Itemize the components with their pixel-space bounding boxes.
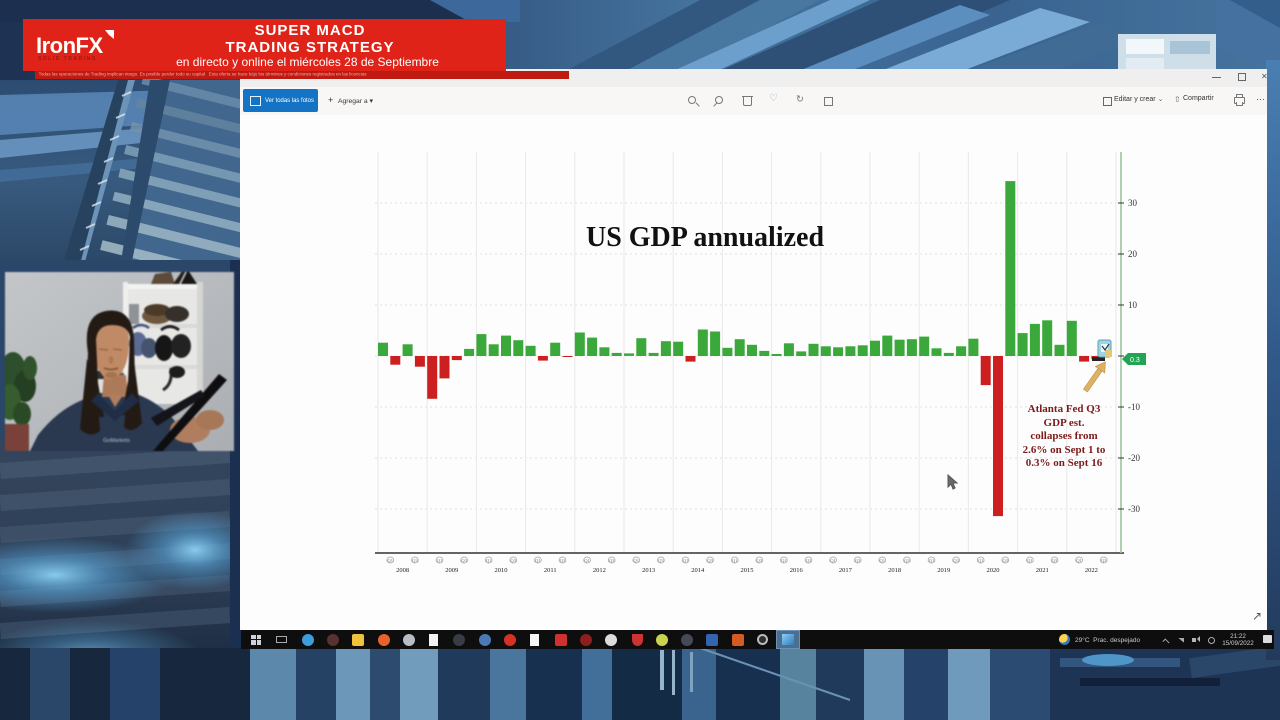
svg-text:Q3: Q3 bbox=[953, 558, 959, 563]
svg-text:Q1: Q1 bbox=[781, 558, 787, 563]
svg-text:Q1: Q1 bbox=[1076, 558, 1082, 563]
svg-text:GoMarkets: GoMarkets bbox=[103, 438, 130, 444]
svg-text:0.3: 0.3 bbox=[1130, 357, 1140, 364]
svg-text:Q1: Q1 bbox=[584, 558, 590, 563]
svg-text:2008: 2008 bbox=[396, 567, 409, 574]
svg-text:Q3: Q3 bbox=[560, 558, 566, 563]
svg-text:Q3: Q3 bbox=[609, 558, 615, 563]
svg-text:0.3% on Sept 16: 0.3% on Sept 16 bbox=[1026, 457, 1103, 469]
svg-text:10: 10 bbox=[1128, 300, 1138, 310]
svg-text:2019: 2019 bbox=[937, 567, 950, 574]
svg-text:Q1: Q1 bbox=[732, 558, 738, 563]
svg-text:2010: 2010 bbox=[495, 567, 508, 574]
svg-text:30: 30 bbox=[1128, 198, 1138, 208]
svg-text:2012: 2012 bbox=[593, 567, 606, 574]
svg-text:Q1: Q1 bbox=[978, 558, 984, 563]
svg-text:collapses from: collapses from bbox=[1030, 430, 1097, 442]
svg-text:Q1: Q1 bbox=[634, 558, 640, 563]
svg-text:Q3: Q3 bbox=[461, 558, 467, 563]
svg-text:GDP est.: GDP est. bbox=[1044, 417, 1085, 429]
svg-text:Q1: Q1 bbox=[535, 558, 541, 563]
svg-text:Q3: Q3 bbox=[1101, 558, 1107, 563]
svg-text:Q3: Q3 bbox=[511, 558, 517, 563]
svg-text:2017: 2017 bbox=[839, 567, 853, 574]
svg-text:2.6% on Sept 1 to: 2.6% on Sept 1 to bbox=[1023, 444, 1106, 456]
svg-text:Q1: Q1 bbox=[1027, 558, 1033, 563]
svg-text:Q1: Q1 bbox=[683, 558, 689, 563]
svg-text:Q3: Q3 bbox=[1052, 558, 1058, 563]
svg-text:Q3: Q3 bbox=[658, 558, 664, 563]
svg-text:Q1: Q1 bbox=[830, 558, 836, 563]
svg-text:2009: 2009 bbox=[445, 567, 458, 574]
svg-text:2016: 2016 bbox=[790, 567, 804, 574]
svg-text:Q1: Q1 bbox=[437, 558, 443, 563]
svg-text:20: 20 bbox=[1128, 249, 1138, 259]
svg-text:2011: 2011 bbox=[544, 567, 557, 574]
svg-text:Q3: Q3 bbox=[412, 558, 418, 563]
svg-text:2020: 2020 bbox=[987, 567, 1000, 574]
svg-text:-30: -30 bbox=[1128, 504, 1140, 514]
svg-text:2018: 2018 bbox=[888, 567, 901, 574]
svg-text:US GDP annualized: US GDP annualized bbox=[586, 222, 824, 253]
svg-text:Q3: Q3 bbox=[855, 558, 861, 563]
svg-text:Q3: Q3 bbox=[904, 558, 910, 563]
svg-text:2021: 2021 bbox=[1036, 567, 1049, 574]
svg-text:Atlanta Fed Q3: Atlanta Fed Q3 bbox=[1028, 403, 1101, 415]
svg-text:Q1: Q1 bbox=[486, 558, 492, 563]
svg-text:-20: -20 bbox=[1128, 453, 1140, 463]
svg-text:2013: 2013 bbox=[642, 567, 655, 574]
svg-text:2015: 2015 bbox=[741, 567, 754, 574]
svg-text:Q1: Q1 bbox=[388, 558, 394, 563]
svg-text:Q1: Q1 bbox=[929, 558, 935, 563]
svg-text:Q3: Q3 bbox=[757, 558, 763, 563]
svg-text:Q3: Q3 bbox=[707, 558, 713, 563]
svg-text:2022: 2022 bbox=[1085, 567, 1098, 574]
svg-text:2014: 2014 bbox=[691, 567, 705, 574]
svg-text:Q3: Q3 bbox=[806, 558, 812, 563]
svg-text:Q3: Q3 bbox=[1003, 558, 1009, 563]
svg-text:Q1: Q1 bbox=[880, 558, 886, 563]
svg-text:-10: -10 bbox=[1128, 402, 1140, 412]
